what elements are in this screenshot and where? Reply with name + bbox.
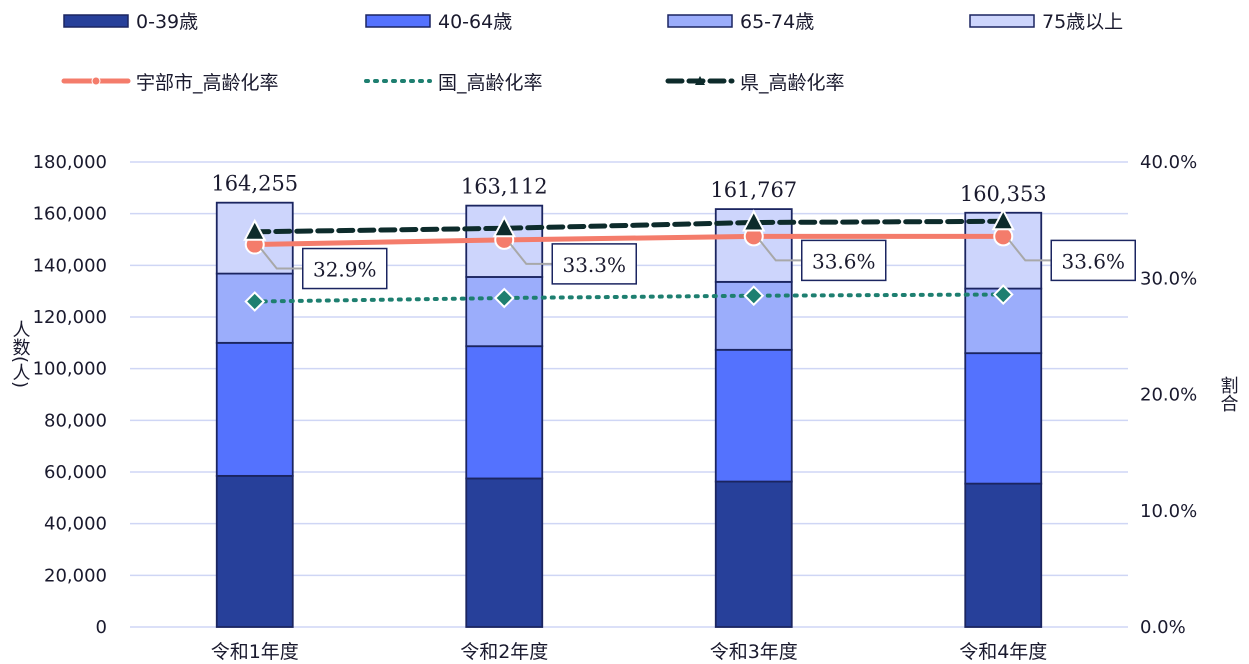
bar-segment — [465, 345, 544, 480]
legend-label: 75歳以上 — [1042, 11, 1123, 33]
series-marker — [742, 209, 766, 232]
y-left-tick-label: 80,000 — [44, 410, 107, 431]
y-right-tick-label: 0.0% — [1140, 617, 1186, 638]
data-label-leader — [259, 247, 303, 270]
legend-swatch — [63, 14, 129, 28]
legend-swatch — [365, 14, 431, 28]
legend-swatch — [969, 14, 1035, 28]
data-label-box — [302, 247, 388, 290]
series-marker — [991, 208, 1015, 231]
legend-label: 県_高齢化率 — [740, 72, 845, 94]
data-label: 33.6% — [812, 249, 876, 273]
x-category-label: 令和1年度 — [211, 641, 299, 663]
y-right-tick-label: 20.0% — [1140, 385, 1197, 406]
legend-label: 65-74歳 — [740, 11, 814, 33]
y-right-tick-label: 40.0% — [1140, 152, 1197, 173]
legend-label: 0-39歳 — [136, 11, 198, 33]
data-label: 33.6% — [1061, 249, 1125, 273]
bar-segment — [714, 480, 793, 628]
bar-segment — [215, 341, 294, 477]
data-label-leader — [1008, 239, 1052, 262]
legend-label: 宇部市_高齢化率 — [136, 72, 279, 94]
series-line — [252, 292, 1006, 304]
bar-segment — [215, 474, 294, 628]
series-marker — [493, 287, 515, 309]
y-left-tick-label: 60,000 — [44, 462, 107, 483]
data-label-box — [551, 243, 637, 285]
data-label: 32.9% — [313, 258, 377, 282]
y-left-tick-label: 140,000 — [33, 255, 107, 276]
y-left-tick-label: 0 — [96, 617, 107, 638]
bar-total-label: 163,112 — [461, 175, 548, 199]
y-right-tick-label: 10.0% — [1140, 501, 1197, 522]
y-left-axis-title: 人数(人) — [10, 320, 31, 388]
series-line — [252, 233, 1006, 247]
series-marker — [992, 284, 1014, 305]
data-label-leader — [509, 243, 553, 265]
bar-segment — [465, 477, 544, 628]
legend-label: 40-64歳 — [438, 11, 512, 33]
y-left-tick-label: 40,000 — [44, 514, 107, 535]
bar-segment — [714, 348, 793, 483]
y-right-tick-label: 30.0% — [1140, 268, 1197, 289]
bar-segment — [465, 276, 544, 348]
y-left-tick-label: 180,000 — [33, 152, 107, 173]
series-marker — [492, 215, 516, 238]
data-label-leader — [758, 239, 802, 262]
y-left-tick-label: 120,000 — [33, 307, 107, 328]
data-label: 33.3% — [562, 253, 626, 277]
y-right-axis-title: 割合 — [1218, 376, 1239, 412]
legend-swatch — [667, 14, 733, 28]
legend-marker — [695, 76, 705, 85]
bar-segment — [964, 482, 1043, 628]
series-marker — [244, 291, 266, 312]
y-left-tick-label: 160,000 — [33, 204, 107, 225]
series-marker — [243, 218, 267, 241]
bar-segment — [964, 352, 1043, 485]
x-category-label: 令和3年度 — [710, 641, 798, 663]
bar-total-label: 164,255 — [211, 172, 298, 196]
y-left-tick-label: 100,000 — [33, 359, 107, 380]
y-left-tick-label: 20,000 — [44, 565, 107, 586]
series-line — [252, 218, 1006, 235]
legend-marker — [91, 76, 101, 86]
x-category-label: 令和2年度 — [460, 641, 548, 663]
x-category-label: 令和4年度 — [959, 641, 1047, 663]
bar-total-label: 160,353 — [960, 182, 1047, 206]
bar-total-label: 161,767 — [710, 178, 797, 202]
data-label-box — [1050, 239, 1136, 282]
legend-label: 国_高齢化率 — [438, 72, 543, 94]
series-marker — [743, 285, 765, 307]
data-label-box — [801, 239, 887, 282]
